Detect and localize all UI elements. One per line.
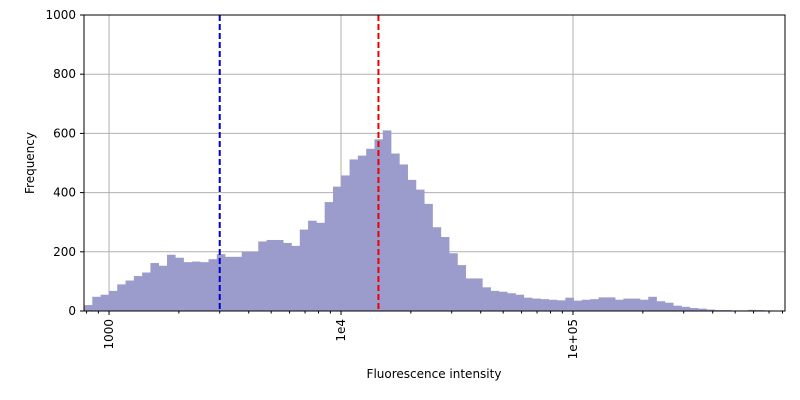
histogram-bar — [308, 220, 317, 311]
x-tick-label: 1000 — [102, 319, 116, 350]
histogram-bar — [357, 155, 367, 311]
histogram-bar — [557, 300, 566, 311]
histogram-bar — [200, 262, 209, 311]
histogram-bar — [341, 175, 350, 311]
histogram-bar — [540, 299, 550, 311]
histogram-bar — [457, 265, 467, 311]
histogram-bar — [465, 278, 475, 311]
histogram-bar — [191, 261, 201, 311]
histogram-bar — [316, 222, 325, 311]
histogram-bar — [391, 153, 400, 311]
histogram-bar — [233, 256, 242, 311]
histogram-bar — [324, 202, 334, 311]
histogram-bar — [573, 300, 583, 311]
tick-labels: 0 200 400 600 800 1000 1000 1e4 1e+05 — [45, 8, 580, 359]
histogram-bars — [84, 130, 786, 311]
histogram-bar — [133, 276, 143, 311]
axis-ticks — [80, 14, 784, 315]
histogram-bar — [258, 241, 267, 311]
histogram-bar — [382, 130, 392, 311]
histogram-bar — [747, 309, 757, 311]
histogram-bar — [656, 301, 666, 311]
histogram-bar — [84, 305, 93, 311]
histogram-bar — [117, 284, 126, 311]
histogram-bar — [399, 164, 408, 311]
histogram-bar — [548, 299, 558, 311]
histogram-bar — [698, 308, 707, 311]
histogram-bar — [581, 299, 591, 311]
y-axis-label: Frequency — [23, 132, 37, 194]
histogram-bar — [108, 290, 118, 311]
histogram-bar — [299, 229, 309, 311]
y-tick-label: 0 — [68, 304, 76, 318]
histogram-bar — [615, 299, 624, 311]
histogram-bar — [266, 239, 276, 311]
histogram-bar — [523, 297, 533, 311]
histogram-bar — [241, 251, 251, 311]
histogram-bar — [283, 242, 292, 311]
x-tick-label: 1e4 — [334, 319, 348, 342]
histogram-bar — [407, 179, 417, 311]
histogram-bar — [274, 239, 284, 311]
histogram-bar — [565, 297, 574, 311]
histogram-bar — [158, 265, 168, 311]
histogram-bar — [175, 257, 184, 311]
y-tick-label: 200 — [53, 245, 76, 259]
histogram-bar — [598, 297, 608, 311]
histogram-bar — [225, 256, 234, 311]
y-tick-label: 1000 — [45, 8, 76, 22]
histogram-bar — [291, 245, 301, 311]
histogram-bar — [673, 305, 682, 311]
histogram-bar — [216, 254, 226, 311]
histogram-bar — [706, 309, 715, 311]
y-tick-label: 800 — [53, 67, 76, 81]
histogram-bar — [332, 186, 342, 311]
histogram-bar — [498, 291, 508, 311]
histogram-bar — [590, 299, 599, 311]
histogram-bar — [532, 298, 541, 311]
histogram-bar — [606, 297, 616, 311]
histogram-bar — [515, 294, 525, 311]
histogram-bar — [142, 272, 151, 311]
histogram-bar — [92, 296, 101, 311]
histogram-bar — [689, 308, 699, 311]
histogram-bar — [424, 203, 433, 311]
histogram-bar — [125, 280, 135, 311]
y-tick-label: 400 — [53, 186, 76, 200]
histogram-bar — [432, 227, 442, 311]
x-axis-label: Fluorescence intensity — [367, 367, 502, 381]
histogram-bar — [490, 290, 500, 311]
histogram-bar — [183, 262, 193, 311]
histogram-bar — [150, 263, 159, 311]
histogram-bar — [449, 253, 458, 311]
histogram-bar — [474, 278, 483, 311]
y-tick-label: 600 — [53, 126, 76, 140]
histogram-bar — [415, 189, 425, 311]
histogram-bar — [249, 251, 259, 311]
histogram-bar — [648, 296, 657, 311]
histogram-bar — [631, 298, 641, 311]
histogram-bar — [167, 254, 176, 311]
histogram-bar — [349, 159, 359, 311]
histogram-bar — [664, 302, 674, 311]
histogram-bar — [366, 148, 375, 311]
histogram-bar — [440, 237, 450, 311]
histogram-bar — [681, 306, 691, 311]
histogram-bar — [482, 287, 491, 311]
histogram-bar — [640, 299, 649, 311]
histogram-bar — [623, 298, 633, 311]
histogram-bar — [208, 259, 218, 311]
reference-lines — [218, 15, 380, 311]
histogram-bar — [100, 294, 110, 311]
plot-frame — [83, 14, 786, 312]
x-tick-label: 1e+05 — [566, 319, 580, 359]
histogram-bar — [507, 293, 516, 311]
